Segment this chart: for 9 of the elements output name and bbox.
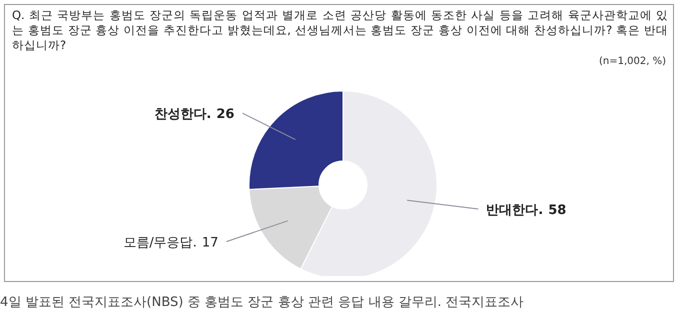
data-label: 17 xyxy=(202,236,218,251)
text: (n=1,002, %) xyxy=(598,56,666,67)
slice-label: 찬성한다. xyxy=(154,107,212,122)
slice-label: 모름/무응답. xyxy=(123,236,197,251)
text: 4일 발표된 전국지표조사(NBS) 중 홍범도 장군 흉상 관련 응답 내용 갈무리. 전국지표조사 xyxy=(0,294,524,311)
data-label: 26 xyxy=(216,107,234,122)
chart-title: Q. 최근 국방부는 홍범도 장군의 독립운동 업적과 별개로 소련 공산당 활동에 동조한 사실 등을 고려해 육군사관학교에 있는 홍범도 장군 흉상 이전을 추진한다고 밝혔는데요, 선생님께서는 홍범도 장군 흉상 이전에 대해 찬성하십니까? 혹은 반대 하십니까? xyxy=(12,8,668,53)
data-label: 58 xyxy=(548,203,566,218)
slice-label: 반대한다. xyxy=(486,203,544,218)
